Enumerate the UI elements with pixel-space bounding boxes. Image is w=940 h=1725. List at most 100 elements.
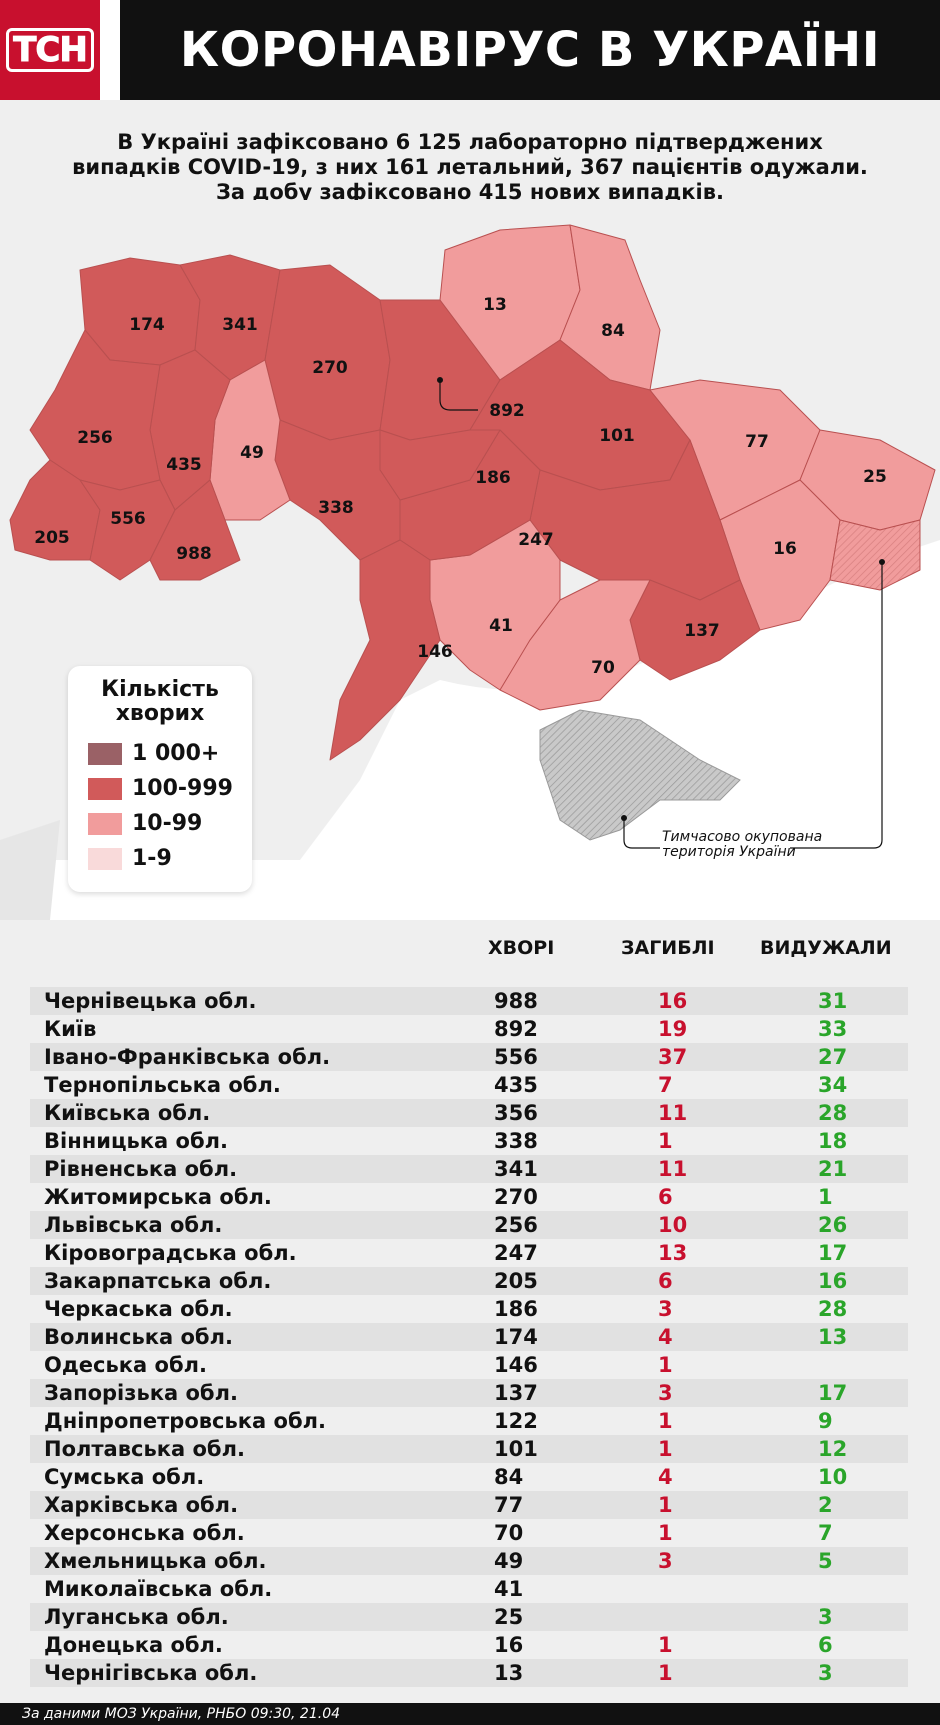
label-zaporizhzhia: 137 xyxy=(684,621,720,641)
recovered-count: 18 xyxy=(818,1129,848,1153)
region-name: Київ xyxy=(44,1017,97,1041)
recovered-count: 26 xyxy=(818,1213,848,1237)
sick-count: 186 xyxy=(494,1297,538,1321)
recovered-count: 9 xyxy=(818,1409,833,1433)
table-row: Чернігівська обл. 13 1 3 xyxy=(30,1659,908,1687)
legend-title: Кількість хворих xyxy=(78,678,242,726)
death-count: 7 xyxy=(658,1073,673,1097)
table-row: Тернопільська обл. 435 7 34 xyxy=(30,1071,908,1099)
region-name: Дніпропетровська обл. xyxy=(44,1409,326,1433)
death-count: 3 xyxy=(658,1381,673,1405)
legend-label: 10-99 xyxy=(132,811,203,836)
table-row: Миколаївська обл. 41 xyxy=(30,1575,908,1603)
death-count: 10 xyxy=(658,1213,688,1237)
label-volyn: 174 xyxy=(129,315,165,335)
kyiv-leader-line xyxy=(437,377,478,411)
table-row: Одеська обл. 146 1 xyxy=(30,1351,908,1379)
recovered-count: 17 xyxy=(818,1381,848,1405)
tsn-logo[interactable]: ТСН xyxy=(0,0,100,100)
summary-line-2: випадків COVID-19, з них 161 летальний, … xyxy=(72,155,868,179)
death-count: 1 xyxy=(658,1409,673,1433)
table-row: Хмельницька обл. 49 3 5 xyxy=(30,1547,908,1575)
death-count: 1 xyxy=(658,1353,673,1377)
neighbour-land xyxy=(0,820,60,920)
label-luhansk: 25 xyxy=(863,467,887,487)
occupied-leader-lines xyxy=(621,559,885,849)
table-row: Рівненська обл. 341 11 21 xyxy=(30,1155,908,1183)
label-lviv: 256 xyxy=(77,428,113,448)
legend-swatch xyxy=(88,742,122,765)
recovered-count: 16 xyxy=(818,1269,848,1293)
region-name: Сумська обл. xyxy=(44,1465,205,1489)
sick-count: 16 xyxy=(494,1633,524,1657)
death-count: 6 xyxy=(658,1269,673,1293)
summary-text: В Україні зафіксовано 6 125 лабораторно … xyxy=(20,130,920,205)
region-name: Херсонська обл. xyxy=(44,1521,245,1545)
label-ivano-frankivsk: 556 xyxy=(110,509,146,529)
table-row: Херсонська обл. 70 1 7 xyxy=(30,1519,908,1547)
summary-line-1: В Україні зафіксовано 6 125 лабораторно … xyxy=(117,130,823,154)
label-chernihiv: 13 xyxy=(483,295,507,315)
recovered-count: 6 xyxy=(818,1633,833,1657)
death-count: 1 xyxy=(658,1661,673,1685)
table-row: Харківська обл. 77 1 2 xyxy=(30,1491,908,1519)
death-count: 4 xyxy=(658,1465,673,1489)
sick-count: 341 xyxy=(494,1157,538,1181)
sick-count: 988 xyxy=(494,989,538,1013)
table-row: Волинська обл. 174 4 13 xyxy=(30,1323,908,1351)
table-row: Донецька обл. 16 1 6 xyxy=(30,1631,908,1659)
sick-count: 256 xyxy=(494,1213,538,1237)
region-name: Чернігівська обл. xyxy=(44,1661,258,1685)
label-ternopil: 435 xyxy=(166,455,202,475)
region-name: Вінницька обл. xyxy=(44,1129,228,1153)
legend: Кількість хворих 1 000+ 100-999 10-99 1-… xyxy=(68,666,252,892)
region-name: Рівненська обл. xyxy=(44,1157,238,1181)
header-dead: ЗАГИБЛІ xyxy=(621,937,715,959)
label-kirovohrad: 247 xyxy=(518,530,554,550)
label-cherkasy: 186 xyxy=(475,468,511,488)
legend-item: 10-99 xyxy=(78,806,242,841)
sick-count: 556 xyxy=(494,1045,538,1069)
label-kherson: 70 xyxy=(591,658,615,678)
recovered-count: 12 xyxy=(818,1437,848,1461)
death-count: 1 xyxy=(658,1129,673,1153)
label-chernivtsi: 988 xyxy=(176,544,212,564)
label-donetsk: 16 xyxy=(773,539,797,559)
region-name: Луганська обл. xyxy=(44,1605,229,1629)
death-count: 4 xyxy=(658,1325,673,1349)
recovered-count: 17 xyxy=(818,1241,848,1265)
death-count: 37 xyxy=(658,1045,688,1069)
header: ТСН КОРОНАВІРУС В УКРАЇНІ xyxy=(0,0,940,100)
table-row: Луганська обл. 25 3 xyxy=(30,1603,908,1631)
sick-count: 49 xyxy=(494,1549,524,1573)
table-row: Львівська обл. 256 10 26 xyxy=(30,1211,908,1239)
sick-count: 205 xyxy=(494,1269,538,1293)
recovered-count: 7 xyxy=(818,1521,833,1545)
recovered-count: 5 xyxy=(818,1549,833,1573)
table-row: Кіровоградська обл. 247 13 17 xyxy=(30,1239,908,1267)
sick-count: 270 xyxy=(494,1185,538,1209)
legend-swatch xyxy=(88,812,122,835)
ukraine-map: 174 341 270 892 13 84 101 77 25 16 256 4… xyxy=(0,200,940,920)
sick-count: 247 xyxy=(494,1241,538,1265)
label-zhytomyr: 270 xyxy=(312,358,348,378)
recovered-count: 34 xyxy=(818,1073,848,1097)
label-kharkiv: 77 xyxy=(745,432,769,452)
region-labels: 174 341 270 892 13 84 101 77 25 16 256 4… xyxy=(34,295,887,678)
recovered-count: 3 xyxy=(818,1661,833,1685)
death-count: 11 xyxy=(658,1157,688,1181)
table-row: Чернівецька обл. 988 16 31 xyxy=(30,987,908,1015)
page-title: КОРОНАВІРУС В УКРАЇНІ xyxy=(179,22,881,78)
sick-count: 174 xyxy=(494,1325,538,1349)
death-count: 6 xyxy=(658,1185,673,1209)
death-count: 11 xyxy=(658,1101,688,1125)
region-name: Чернівецька обл. xyxy=(44,989,257,1013)
occupied-east xyxy=(829,519,921,591)
region-name: Житомирська обл. xyxy=(44,1185,272,1209)
region-name: Донецька обл. xyxy=(44,1633,223,1657)
label-khmelnytskyi: 49 xyxy=(240,443,264,463)
table-row: Київ 892 19 33 xyxy=(30,1015,908,1043)
table-row: Житомирська обл. 270 6 1 xyxy=(30,1183,908,1211)
death-count: 1 xyxy=(658,1633,673,1657)
region-name: Запорізька обл. xyxy=(44,1381,238,1405)
